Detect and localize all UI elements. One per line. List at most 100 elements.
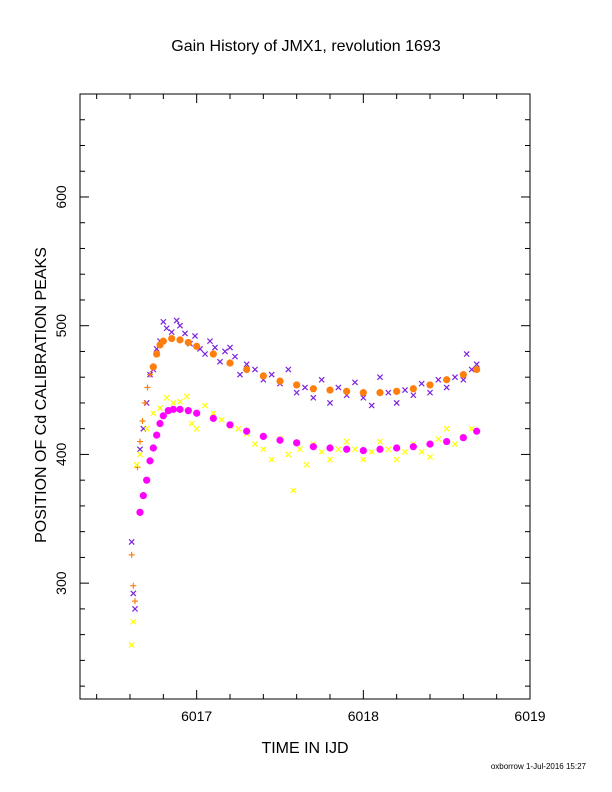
data-point-x (435, 435, 442, 443)
data-point-x (293, 389, 300, 396)
data-point-x (426, 453, 434, 461)
data-point-x (435, 376, 442, 383)
y-axis-label: POSITION OF Cd CALIBRATION PEAKS (33, 247, 50, 543)
data-point-x (401, 448, 409, 455)
data-point-x (318, 376, 325, 383)
data-point-x (201, 350, 209, 358)
data-point-x (251, 366, 259, 373)
data-point-dot (226, 359, 234, 367)
data-point-x (451, 441, 459, 448)
data-point-dot (168, 334, 176, 343)
data-point-dot (153, 350, 161, 358)
data-point-x (368, 448, 375, 455)
data-point-x (130, 590, 137, 597)
data-point-x (296, 446, 304, 453)
y-tick-label: 400 (53, 443, 69, 467)
data-point-x (393, 399, 400, 406)
data-point-dot (409, 385, 417, 393)
data-point-dot (309, 443, 317, 451)
x-tick-label: 6019 (514, 708, 545, 724)
data-point-dot (184, 407, 192, 415)
data-point-dot (259, 372, 267, 380)
data-point-x (460, 376, 467, 383)
data-point-x (183, 393, 190, 400)
data-point-dot (409, 443, 417, 451)
data-point-dot (193, 409, 201, 417)
data-point-dot (193, 342, 201, 350)
data-point-dot (293, 381, 301, 389)
data-point-x (335, 446, 342, 453)
data-point-x (343, 438, 350, 445)
data-point-dot (343, 445, 351, 453)
data-point-dot (156, 419, 164, 428)
data-point-x (393, 456, 400, 463)
data-point-x (268, 371, 275, 378)
data-point-x (206, 338, 214, 345)
data-point-plus (147, 371, 153, 378)
data-point-x (150, 410, 157, 417)
data-point-dot (243, 365, 251, 374)
data-point-x (136, 451, 144, 458)
data-point-x (188, 420, 195, 427)
y-tick-label: 300 (53, 571, 69, 595)
data-point-x (136, 446, 144, 453)
data-point-dot (473, 427, 481, 435)
data-point-x (163, 325, 170, 332)
data-point-plus (144, 384, 151, 391)
data-point-dot (139, 492, 147, 500)
data-point-dot (149, 444, 157, 452)
data-point-x (318, 448, 325, 455)
data-point-x (285, 451, 292, 458)
data-point-dot (293, 439, 301, 447)
data-point-plus (128, 551, 135, 558)
data-point-x (360, 456, 367, 463)
data-point-x (216, 358, 224, 365)
data-point-dot (169, 405, 177, 413)
data-point-x (326, 399, 334, 406)
data-point-x (128, 538, 135, 545)
data-point-dot (376, 445, 384, 453)
data-point-x (368, 402, 375, 409)
data-point-dot (426, 381, 434, 389)
data-point-dot (149, 363, 157, 371)
data-point-x (156, 405, 164, 412)
chart-title: Gain History of JMX1, revolution 1693 (171, 38, 441, 55)
data-point-x (221, 348, 229, 355)
data-point-x (191, 332, 199, 340)
data-point-x (268, 456, 275, 463)
data-point-dot (473, 365, 481, 374)
data-point-x (376, 374, 384, 381)
data-point-x (218, 416, 225, 423)
data-point-dot (159, 337, 167, 345)
data-point-dot (259, 432, 267, 441)
data-point-dot (226, 421, 234, 429)
data-point-x (426, 389, 434, 396)
data-point-dot (326, 386, 334, 394)
data-point-x (376, 438, 384, 445)
data-point-plus (132, 598, 138, 605)
footer-credit: oxborrow 1-Jul-2016 15:27 (490, 762, 586, 771)
data-point-x (443, 384, 450, 391)
y-tick-label: 500 (53, 314, 69, 338)
data-point-dot (343, 387, 351, 395)
data-point-dot (459, 434, 467, 442)
x-tick-label: 6018 (348, 708, 379, 724)
data-point-x (236, 371, 244, 378)
data-point-plus (139, 417, 146, 424)
data-point-x (170, 399, 177, 406)
data-point-x (251, 441, 259, 448)
data-point-x (260, 446, 267, 453)
data-point-plus (130, 582, 137, 589)
data-point-x (231, 353, 239, 360)
data-point-x (451, 374, 459, 381)
data-point-x (201, 402, 209, 409)
data-point-x (160, 318, 167, 325)
data-point-x (463, 350, 470, 358)
data-point-dot (393, 387, 401, 395)
data-point-x (310, 394, 317, 401)
data-point-x (226, 344, 234, 351)
data-point-x (301, 384, 309, 391)
data-point-x (418, 448, 425, 455)
data-point-x (303, 461, 310, 468)
